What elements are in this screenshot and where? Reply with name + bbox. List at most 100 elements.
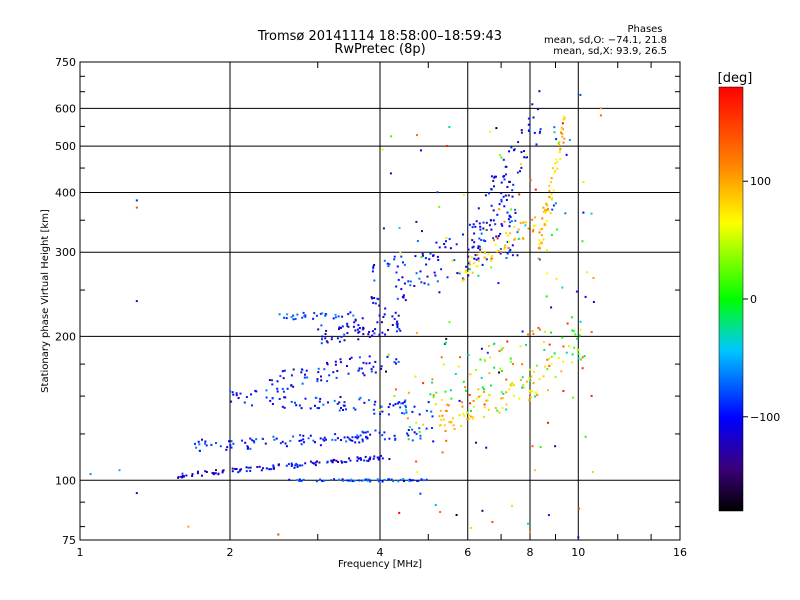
echo-point bbox=[387, 265, 390, 268]
echo-point bbox=[394, 403, 397, 406]
echo-point bbox=[477, 247, 480, 250]
echo-point bbox=[549, 212, 552, 215]
echo-point bbox=[529, 379, 532, 382]
echo-point bbox=[362, 361, 365, 364]
echo-point bbox=[135, 492, 138, 495]
echo-point bbox=[296, 464, 299, 467]
echo-point bbox=[320, 324, 323, 327]
echo-point bbox=[546, 249, 548, 252]
echo-point bbox=[396, 326, 399, 329]
echo-point bbox=[387, 478, 390, 481]
echo-point bbox=[363, 374, 366, 377]
echo-point bbox=[473, 241, 476, 244]
echo-point bbox=[531, 103, 534, 106]
echo-point bbox=[582, 181, 585, 184]
echo-point bbox=[258, 465, 261, 468]
echo-point bbox=[201, 474, 203, 477]
colorbar bbox=[718, 86, 744, 512]
echo-point bbox=[265, 467, 268, 470]
echo-point bbox=[434, 274, 437, 277]
echo-point bbox=[539, 130, 541, 133]
echo-point bbox=[530, 390, 533, 392]
echo-point bbox=[358, 398, 361, 401]
echo-point bbox=[520, 131, 523, 134]
echo-point bbox=[420, 478, 423, 481]
echo-point bbox=[525, 221, 527, 224]
echo-point bbox=[341, 325, 344, 328]
echo-point bbox=[472, 399, 475, 402]
echo-point bbox=[294, 401, 296, 404]
echo-point bbox=[283, 369, 286, 372]
echo-point bbox=[335, 459, 338, 462]
echo-point bbox=[466, 411, 468, 414]
echo-point bbox=[547, 208, 550, 210]
echo-point bbox=[359, 434, 362, 437]
echo-point bbox=[407, 429, 410, 431]
y-tick-label: 300 bbox=[55, 246, 76, 259]
echo-point bbox=[384, 333, 387, 336]
echo-point bbox=[556, 161, 559, 164]
echo-point bbox=[486, 351, 489, 354]
echo-point bbox=[548, 343, 551, 346]
echo-point bbox=[516, 231, 519, 234]
echo-point bbox=[419, 437, 422, 440]
echo-point bbox=[368, 331, 371, 333]
echo-point bbox=[214, 472, 217, 475]
echo-point bbox=[591, 471, 594, 473]
echo-point bbox=[435, 391, 438, 394]
echo-point bbox=[333, 399, 336, 402]
echo-point bbox=[511, 195, 514, 198]
echo-point bbox=[446, 403, 449, 406]
echo-point bbox=[325, 329, 328, 332]
echo-point bbox=[538, 378, 541, 381]
echo-point bbox=[378, 480, 381, 483]
echo-point bbox=[586, 271, 589, 274]
echo-point bbox=[523, 386, 526, 389]
echo-point bbox=[508, 225, 511, 228]
echo-point bbox=[468, 260, 471, 263]
echo-point bbox=[547, 209, 550, 212]
echo-point bbox=[452, 424, 455, 427]
echo-point bbox=[295, 404, 298, 407]
echo-point bbox=[528, 377, 531, 380]
echo-point bbox=[353, 479, 356, 482]
echo-point bbox=[492, 219, 495, 222]
echo-point bbox=[491, 521, 494, 523]
echo-point bbox=[425, 478, 428, 481]
echo-point bbox=[516, 254, 519, 257]
echo-point bbox=[445, 337, 448, 340]
echo-point bbox=[389, 172, 392, 175]
echo-point bbox=[568, 345, 571, 348]
echo-point bbox=[431, 378, 434, 381]
echo-point bbox=[352, 314, 355, 317]
echo-point bbox=[461, 401, 463, 404]
echo-point bbox=[448, 421, 451, 424]
echo-point bbox=[330, 335, 333, 338]
echo-point bbox=[383, 431, 386, 434]
echo-point bbox=[554, 202, 557, 205]
echo-point bbox=[373, 297, 376, 299]
echo-point bbox=[403, 282, 406, 285]
echo-point bbox=[489, 130, 492, 133]
echo-point bbox=[531, 330, 534, 333]
echo-point bbox=[343, 401, 346, 404]
echo-point bbox=[462, 194, 465, 197]
echo-point bbox=[409, 284, 412, 287]
echo-point bbox=[509, 357, 512, 360]
echo-point bbox=[331, 438, 334, 441]
echo-point bbox=[471, 246, 474, 249]
echo-point bbox=[473, 232, 476, 235]
echo-point bbox=[312, 317, 315, 320]
echo-point bbox=[338, 328, 340, 331]
echo-point bbox=[496, 237, 499, 240]
echo-point bbox=[411, 410, 414, 413]
echo-point bbox=[527, 227, 530, 230]
echo-point bbox=[590, 212, 593, 215]
echo-point bbox=[505, 165, 508, 168]
echo-point bbox=[551, 208, 554, 211]
echo-point bbox=[347, 313, 350, 316]
echo-point bbox=[364, 455, 367, 458]
echo-point bbox=[287, 463, 290, 466]
echo-point bbox=[366, 437, 369, 440]
echo-point bbox=[408, 426, 411, 428]
